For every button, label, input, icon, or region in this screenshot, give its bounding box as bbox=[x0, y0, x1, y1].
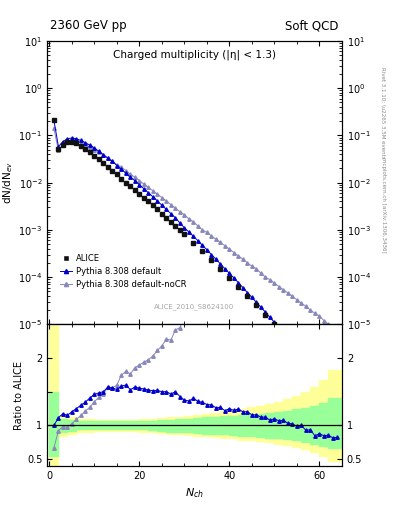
X-axis label: $N_{ch}$: $N_{ch}$ bbox=[185, 486, 204, 500]
Text: Soft QCD: Soft QCD bbox=[285, 19, 339, 32]
Y-axis label: Ratio to ALICE: Ratio to ALICE bbox=[14, 360, 24, 430]
Text: 2360 GeV pp: 2360 GeV pp bbox=[50, 19, 127, 32]
Legend: ALICE, Pythia 8.308 default, Pythia 8.308 default-noCR: ALICE, Pythia 8.308 default, Pythia 8.30… bbox=[57, 251, 189, 292]
Text: mcplots.cern.ch [arXiv:1306.3436]: mcplots.cern.ch [arXiv:1306.3436] bbox=[381, 157, 386, 252]
Y-axis label: dN/dN$_{ev}$: dN/dN$_{ev}$ bbox=[2, 161, 15, 204]
Text: Rivet 3.1.10; \u2265 3.5M events: Rivet 3.1.10; \u2265 3.5M events bbox=[381, 67, 386, 158]
Text: Charged multiplicity (|η| < 1.3): Charged multiplicity (|η| < 1.3) bbox=[113, 50, 276, 60]
Text: ALICE_2010_S8624100: ALICE_2010_S8624100 bbox=[154, 303, 235, 310]
